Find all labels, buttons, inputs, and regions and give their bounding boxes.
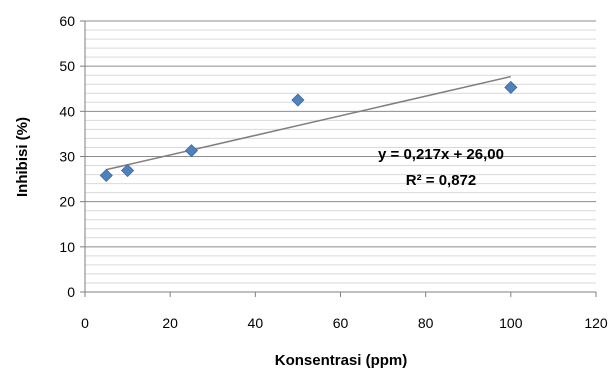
- x-axis-title: Konsentrasi (ppm): [275, 352, 408, 369]
- x-tick-label: 0: [81, 315, 89, 331]
- tick-labels: 0 10 20 30 40 50 60 0 20 40 60 80 100 120: [59, 13, 607, 331]
- y-tick-label: 40: [59, 103, 75, 119]
- y-tick-label: 30: [59, 149, 75, 165]
- data-points: [99, 80, 518, 183]
- y-tick-label: 50: [59, 58, 75, 74]
- x-tick-label: 100: [499, 315, 523, 331]
- trendline-layer: [106, 75, 512, 171]
- axes: [80, 20, 597, 297]
- data-point: [291, 93, 305, 107]
- x-tick-label: 40: [248, 315, 264, 331]
- r-squared-label: R² = 0,872: [406, 172, 476, 189]
- y-tick-label: 0: [67, 284, 75, 300]
- data-point: [121, 163, 135, 178]
- x-tick-label: 120: [584, 315, 608, 331]
- x-tick-label: 60: [333, 315, 349, 331]
- data-point: [99, 168, 113, 183]
- y-tick-label: 20: [59, 194, 75, 210]
- y-tick-label: 10: [59, 239, 75, 255]
- data-point: [184, 144, 199, 158]
- trendline-equation: y = 0,217x + 26,00: [378, 146, 504, 163]
- gridlines: [85, 20, 596, 284]
- y-tick-label: 60: [59, 13, 75, 29]
- x-tick-label: 80: [418, 315, 434, 331]
- y-axis-title: Inhibisi (%): [14, 117, 31, 197]
- trendline: [106, 75, 512, 171]
- x-tick-label: 20: [162, 315, 178, 331]
- data-point: [504, 80, 518, 94]
